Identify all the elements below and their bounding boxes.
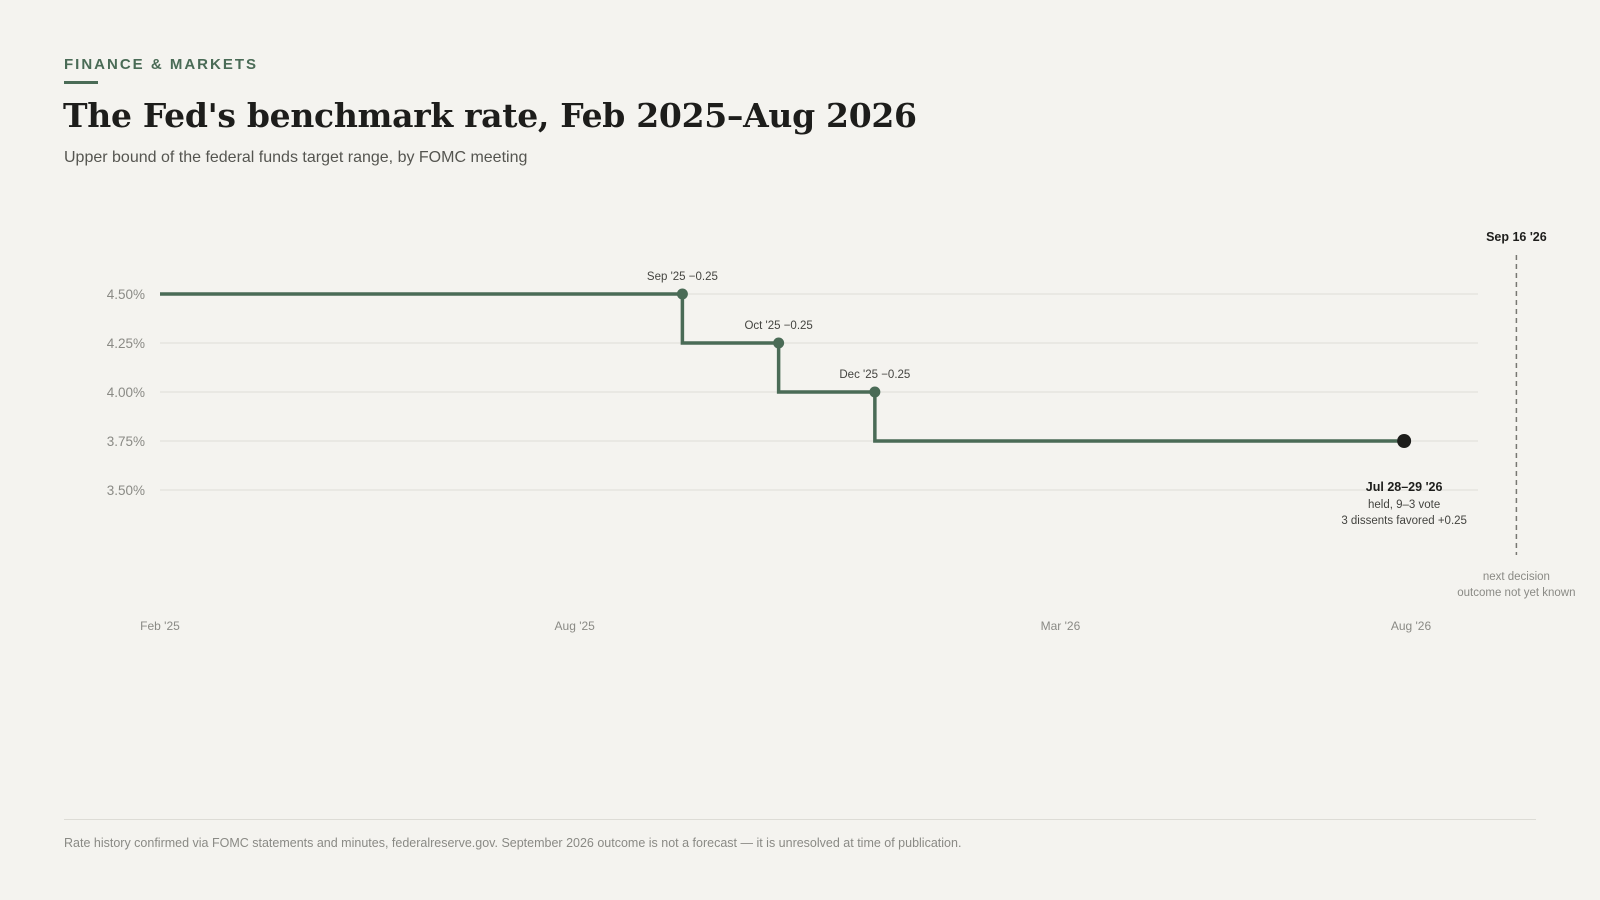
next-decision-note: outcome not yet known: [1457, 587, 1575, 599]
rate-cut-label: Oct '25 −0.25: [744, 320, 812, 332]
rate-cut-label: Sep '25 −0.25: [647, 271, 718, 283]
y-tick-label: 3.75%: [107, 434, 145, 449]
next-decision-note: next decision: [1483, 571, 1550, 583]
x-tick-label: Aug '25: [555, 619, 596, 633]
latest-meeting-note: held, 9–3 vote: [1368, 499, 1440, 511]
x-tick-label: Aug '26: [1391, 619, 1432, 633]
rate-series: [160, 292, 1405, 443]
latest-rate-point: [1397, 434, 1412, 448]
latest-meeting-label: Jul 28–29 '26: [1366, 480, 1443, 494]
y-tick-label: 4.50%: [107, 287, 145, 302]
latest-meeting-note: 3 dissents favored +0.25: [1341, 515, 1467, 527]
y-tick-label: 4.25%: [107, 336, 145, 351]
rate-cut-label: Dec '25 −0.25: [839, 369, 910, 381]
section-kicker: FINANCE & MARKETS: [64, 56, 258, 73]
chart-subtitle: Upper bound of the federal funds target …: [64, 149, 528, 166]
y-tick-label: 3.50%: [107, 483, 145, 498]
rate-cut-point: [869, 386, 881, 398]
y-axis: 4.50% 4.25% 4.00% 3.75% 3.50%: [107, 287, 145, 498]
rate-cut-point: [676, 288, 688, 300]
rate-step-line: [160, 292, 1405, 443]
kicker-rule: [64, 81, 98, 84]
x-tick-label: Mar '26: [1041, 619, 1081, 633]
x-axis: Feb '25 Aug '25 Mar '26 Aug '26: [140, 619, 1431, 633]
rate-change-points: [676, 288, 1412, 448]
next-decision-date: Sep 16 '26: [1486, 230, 1547, 244]
chart-title: The Fed's benchmark rate, Feb 2025–Aug 2…: [63, 96, 917, 135]
next-decision-marker: Sep 16 '26 next decision outcome not yet k…: [1457, 230, 1575, 599]
source-note: Rate history confirmed via FOMC statemen…: [64, 836, 962, 850]
rate-cut-point: [773, 337, 785, 349]
x-tick-label: Feb '25: [140, 619, 180, 633]
footer-divider: [64, 819, 1536, 820]
rate-step-chart: 4.50% 4.25% 4.00% 3.75% 3.50% Feb '25 Aug '25…: [107, 230, 1576, 633]
y-tick-label: 4.00%: [107, 385, 145, 400]
annotations: Sep '25 −0.25 Oct '25 −0.25 Dec '25 −0.25 J…: [647, 271, 1467, 527]
